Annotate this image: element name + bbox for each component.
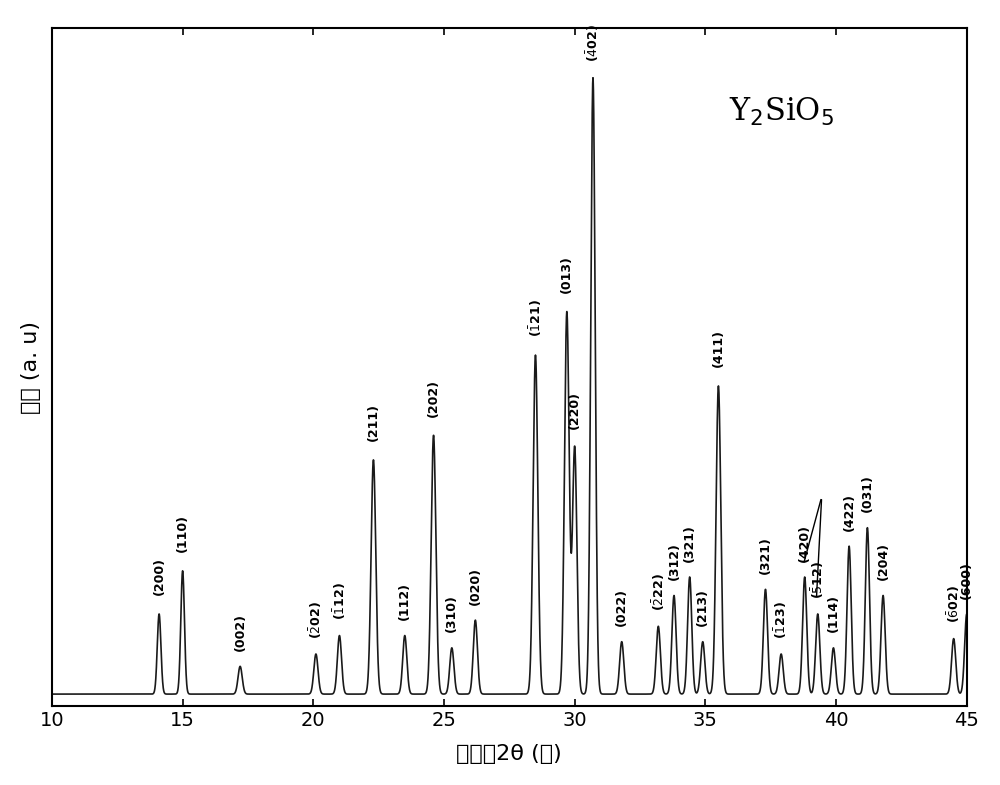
Text: (310): (310) — [445, 594, 458, 633]
Text: (114): (114) — [827, 594, 840, 633]
Text: (200): (200) — [153, 557, 166, 596]
Text: ($\bar{6}$02): ($\bar{6}$02) — [945, 586, 962, 623]
Text: (422): (422) — [843, 493, 856, 531]
Text: (020): (020) — [469, 567, 482, 604]
Text: ($\bar{2}$22): ($\bar{2}$22) — [650, 573, 667, 611]
Text: (031): (031) — [861, 474, 874, 513]
Text: (321): (321) — [683, 524, 696, 561]
Text: (213): (213) — [696, 589, 709, 626]
Text: ($\bar{5}$12): ($\bar{5}$12) — [809, 560, 826, 598]
Text: (312): (312) — [667, 542, 680, 580]
Text: ($\bar{2}$02): ($\bar{2}$02) — [308, 601, 324, 639]
Text: (202): (202) — [427, 378, 440, 417]
Text: (321): (321) — [759, 536, 772, 574]
X-axis label: 衍射角2θ (度): 衍射角2θ (度) — [456, 744, 562, 764]
Text: (110): (110) — [176, 514, 189, 553]
Text: (013): (013) — [560, 256, 573, 294]
Text: (600): (600) — [960, 560, 973, 598]
Text: Y$_2$SiO$_5$: Y$_2$SiO$_5$ — [729, 97, 834, 128]
Text: (220): (220) — [568, 391, 581, 429]
Text: ($\bar{1}$21): ($\bar{1}$21) — [527, 299, 544, 337]
Text: (112): (112) — [398, 582, 411, 620]
Text: (411): (411) — [712, 330, 725, 367]
Text: (002): (002) — [234, 613, 247, 651]
Text: (211): (211) — [367, 403, 380, 441]
Text: ($\bar{1}$23): ($\bar{1}$23) — [773, 601, 789, 639]
Text: ($\bar{1}$12): ($\bar{1}$12) — [331, 582, 348, 620]
Text: (204): (204) — [877, 542, 890, 580]
Text: (420): (420) — [798, 524, 811, 561]
Text: (022): (022) — [615, 588, 628, 626]
Y-axis label: 强度 (a. u): 强度 (a. u) — [21, 321, 41, 414]
Text: ($\bar{4}$02): ($\bar{4}$02) — [585, 24, 601, 62]
